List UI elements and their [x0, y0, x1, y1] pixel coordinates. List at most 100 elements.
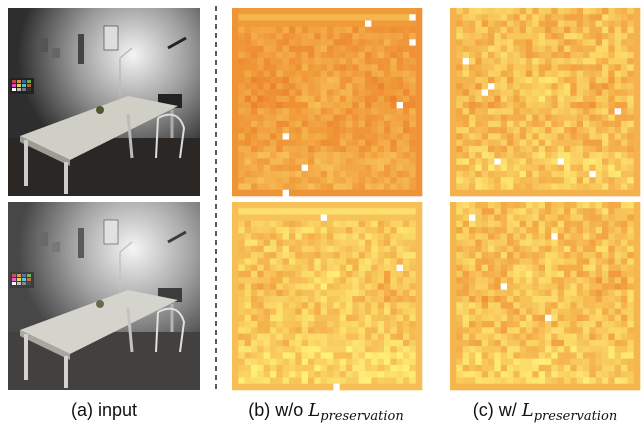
heatmap-cell [583, 215, 590, 222]
heatmap-cell [416, 327, 423, 334]
heatmap-cell [634, 208, 641, 215]
heatmap-cell [615, 127, 622, 134]
heatmap-cell [378, 277, 385, 284]
heatmap-cell [450, 96, 457, 103]
heatmap-cell [570, 140, 577, 147]
heatmap-cell [251, 39, 258, 46]
heatmap-cell [232, 359, 239, 366]
heatmap-cell [321, 258, 328, 265]
heatmap-cell [570, 346, 577, 353]
heatmap-cell [463, 352, 470, 359]
heatmap-cell [333, 240, 340, 247]
heatmap-cell [232, 102, 239, 109]
heatmap-cell [378, 352, 385, 359]
heatmap-cell [482, 302, 489, 309]
heatmap-cell [469, 121, 476, 128]
heatmap-cell [295, 327, 302, 334]
heatmap-cell [589, 334, 596, 341]
heatmap-cell [295, 171, 302, 178]
heatmap-cell [507, 96, 514, 103]
heatmap-cell [488, 21, 495, 28]
heatmap-cell [634, 309, 641, 316]
heatmap-cell [308, 8, 315, 15]
heatmap-cell [507, 108, 514, 115]
heatmap-cell [238, 58, 245, 65]
caption-text: (b) w/o [248, 400, 303, 420]
heatmap-cell [352, 321, 359, 328]
heatmap-cell [539, 89, 546, 96]
heatmap-cell [520, 365, 527, 372]
heatmap-cell [333, 246, 340, 253]
heatmap-cell [390, 208, 397, 215]
heatmap-cell [539, 158, 546, 165]
heatmap-cell [314, 115, 321, 122]
heatmap-cell [507, 283, 514, 290]
heatmap-cell [513, 371, 520, 378]
heatmap-cell [450, 315, 457, 322]
heatmap-cell [627, 309, 634, 316]
heatmap-cell [340, 190, 347, 197]
heatmap-cell [507, 102, 514, 109]
heatmap-cell [615, 165, 622, 172]
heatmap-cell [602, 290, 609, 297]
heatmap-cell [621, 46, 628, 53]
heatmap-cell [475, 177, 482, 184]
heatmap-cell [359, 115, 366, 122]
heatmap-cell [539, 258, 546, 265]
heatmap-cell [450, 246, 457, 253]
heatmap-cell [276, 246, 283, 253]
heatmap-cell [257, 77, 264, 84]
heatmap-cell [270, 115, 277, 122]
heatmap-cell [615, 71, 622, 78]
heatmap-cell [507, 71, 514, 78]
heatmap-cell [551, 46, 558, 53]
heatmap-cell [264, 221, 271, 228]
heatmap-cell [494, 265, 501, 272]
heatmap-cell [397, 290, 404, 297]
heatmap-cell [463, 64, 470, 71]
heatmap-cell [390, 265, 397, 272]
heatmap-cell [257, 71, 264, 78]
heatmap-cell [526, 365, 533, 372]
heatmap-cell [371, 321, 378, 328]
heatmap-cell [482, 327, 489, 334]
heatmap-cell [390, 58, 397, 65]
heatmap-cell [526, 371, 533, 378]
heatmap-cell [494, 340, 501, 347]
heatmap-cell [513, 89, 520, 96]
heatmap-cell [352, 133, 359, 140]
heatmap-cell [245, 334, 252, 341]
heatmap-cell [409, 252, 416, 259]
heatmap-cell [359, 352, 366, 359]
heatmap-cell [469, 321, 476, 328]
heatmap-cell [532, 121, 539, 128]
heatmap-cell [539, 233, 546, 240]
heatmap-cell [346, 208, 353, 215]
heatmap-cell [251, 252, 258, 259]
heatmap-cell [321, 334, 328, 341]
heatmap-cell [371, 346, 378, 353]
heatmap-cell [232, 240, 239, 247]
heatmap-cell [570, 365, 577, 372]
heatmap-cell [450, 340, 457, 347]
heatmap-cell [416, 33, 423, 40]
heatmap-cell [577, 46, 584, 53]
heatmap-cell [245, 171, 252, 178]
heatmap-cell [570, 283, 577, 290]
heatmap-cell [295, 271, 302, 278]
heatmap-cell [488, 302, 495, 309]
heatmap-cell [321, 140, 328, 147]
heatmap-cell [456, 252, 463, 259]
heatmap-cell [264, 283, 271, 290]
heatmap-cell [321, 177, 328, 184]
heatmap-cell [463, 127, 470, 134]
heatmap-cell [251, 208, 258, 215]
heatmap-cell [257, 46, 264, 53]
heatmap-cell [463, 108, 470, 115]
heatmap-cell [577, 102, 584, 109]
heatmap-cell [507, 252, 514, 259]
heatmap-cell [378, 202, 385, 209]
heatmap-cell [456, 315, 463, 322]
heatmap-cell [403, 152, 410, 159]
heatmap-cell [627, 221, 634, 228]
